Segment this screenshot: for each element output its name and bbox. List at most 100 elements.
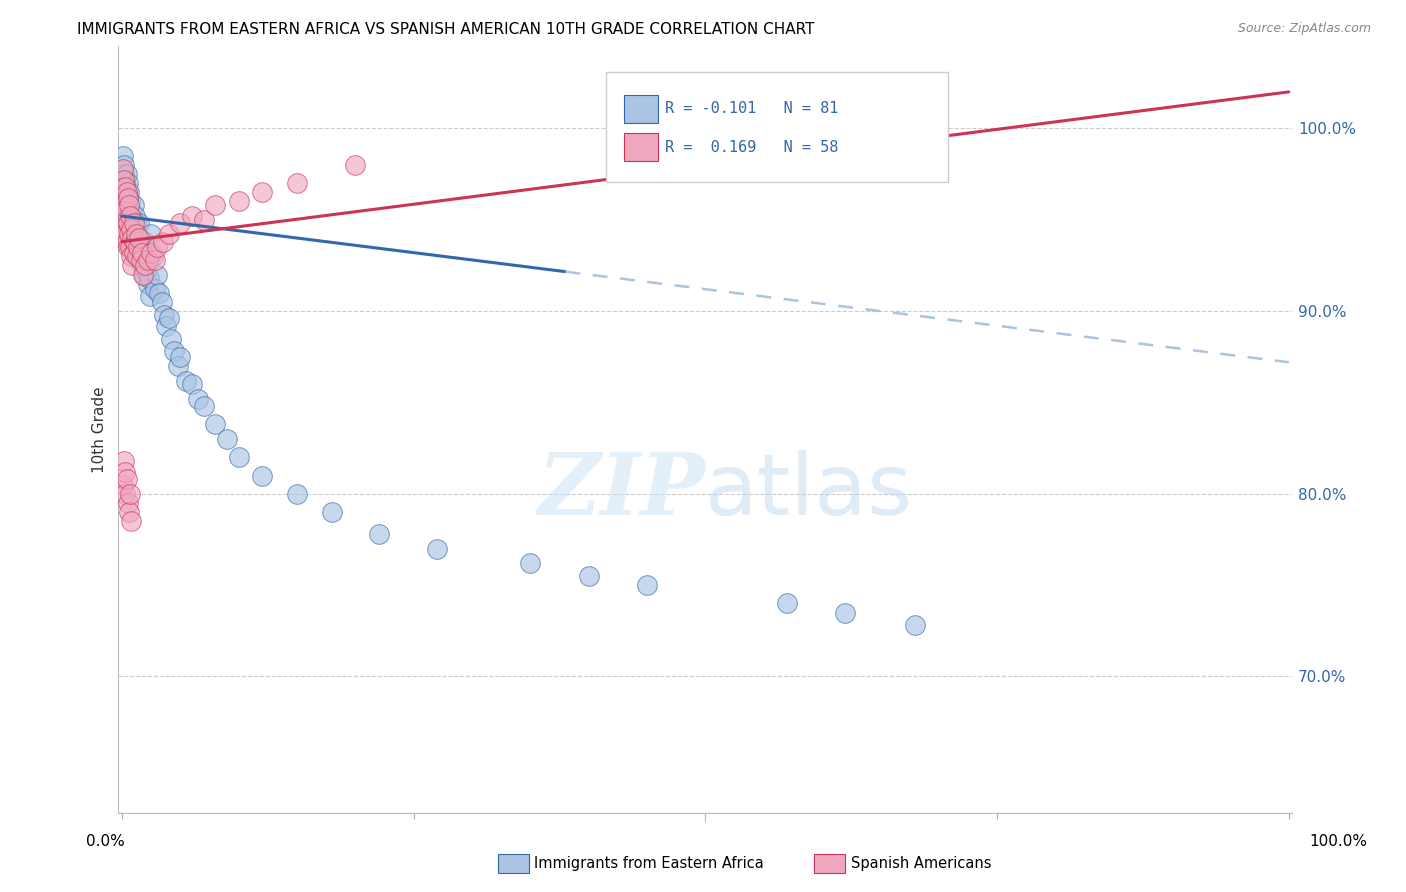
- Point: [112, 454, 135, 468]
- Point: [228, 194, 250, 209]
- Point: [426, 541, 449, 556]
- Point: [250, 468, 273, 483]
- Point: [118, 198, 141, 212]
- Point: [121, 231, 143, 245]
- Text: IMMIGRANTS FROM EASTERN AFRICA VS SPANISH AMERICAN 10TH GRADE CORRELATION CHART: IMMIGRANTS FROM EASTERN AFRICA VS SPANIS…: [77, 22, 815, 37]
- Point: [904, 618, 927, 632]
- Point: [112, 477, 135, 491]
- Point: [120, 203, 142, 218]
- Point: [174, 374, 197, 388]
- Point: [127, 240, 149, 254]
- Point: [146, 240, 169, 254]
- Text: 0.0%: 0.0%: [86, 834, 125, 848]
- Point: [120, 240, 142, 254]
- Point: [127, 227, 149, 242]
- Point: [115, 167, 138, 181]
- Point: [153, 308, 176, 322]
- Point: [193, 399, 215, 413]
- Point: [125, 216, 148, 230]
- Point: [117, 212, 139, 227]
- Point: [118, 203, 141, 218]
- Point: [139, 245, 162, 260]
- Point: [115, 186, 138, 200]
- Point: [128, 252, 150, 267]
- Point: [120, 212, 142, 227]
- Point: [125, 227, 148, 242]
- Point: [115, 472, 138, 486]
- Point: [112, 176, 135, 190]
- Point: [148, 285, 170, 300]
- Point: [117, 496, 139, 510]
- Point: [124, 209, 146, 223]
- Point: [834, 606, 856, 620]
- Point: [132, 268, 155, 282]
- Point: [157, 227, 180, 242]
- Point: [112, 198, 135, 212]
- Point: [118, 505, 141, 519]
- Text: Source: ZipAtlas.com: Source: ZipAtlas.com: [1237, 22, 1371, 36]
- Y-axis label: 10th Grade: 10th Grade: [93, 386, 107, 473]
- Point: [120, 194, 142, 209]
- Point: [122, 245, 145, 260]
- Point: [124, 235, 146, 249]
- Point: [169, 350, 191, 364]
- Point: [117, 191, 139, 205]
- Point: [122, 216, 145, 230]
- Point: [250, 186, 273, 200]
- Point: [131, 245, 153, 260]
- Point: [112, 222, 135, 236]
- Point: [112, 203, 135, 218]
- Point: [114, 465, 136, 479]
- Point: [117, 176, 139, 190]
- Point: [117, 240, 139, 254]
- Point: [127, 249, 149, 263]
- Point: [129, 252, 152, 267]
- Point: [117, 231, 139, 245]
- Point: [112, 172, 135, 186]
- Point: [129, 240, 152, 254]
- Point: [146, 268, 169, 282]
- Text: R =  0.169   N = 58: R = 0.169 N = 58: [665, 140, 838, 154]
- Point: [114, 180, 136, 194]
- Point: [136, 277, 159, 291]
- Point: [138, 271, 160, 285]
- Point: [120, 216, 142, 230]
- Point: [114, 172, 136, 186]
- Point: [155, 318, 177, 333]
- Point: [128, 216, 150, 230]
- Point: [128, 231, 150, 245]
- Point: [160, 331, 183, 345]
- Point: [132, 249, 155, 263]
- Point: [169, 216, 191, 230]
- Point: [117, 194, 139, 209]
- Point: [115, 235, 138, 249]
- Point: [112, 194, 135, 209]
- Point: [187, 392, 209, 406]
- Point: [142, 249, 165, 263]
- Point: [150, 295, 173, 310]
- Point: [285, 487, 308, 501]
- Point: [367, 527, 389, 541]
- Text: R = -0.101   N = 81: R = -0.101 N = 81: [665, 102, 838, 116]
- Point: [127, 249, 149, 263]
- Point: [636, 578, 658, 592]
- Point: [112, 158, 135, 172]
- Point: [121, 231, 143, 245]
- Point: [112, 194, 135, 209]
- Point: [181, 377, 204, 392]
- Point: [120, 209, 142, 223]
- Point: [124, 231, 146, 245]
- Point: [204, 198, 226, 212]
- Point: [114, 176, 136, 190]
- Point: [118, 222, 141, 236]
- Point: [115, 222, 138, 236]
- Point: [131, 259, 153, 273]
- Point: [112, 149, 135, 163]
- Point: [117, 216, 139, 230]
- Point: [228, 450, 250, 465]
- Point: [193, 212, 215, 227]
- Point: [134, 235, 156, 249]
- Point: [321, 505, 343, 519]
- Point: [181, 209, 204, 223]
- Point: [135, 264, 157, 278]
